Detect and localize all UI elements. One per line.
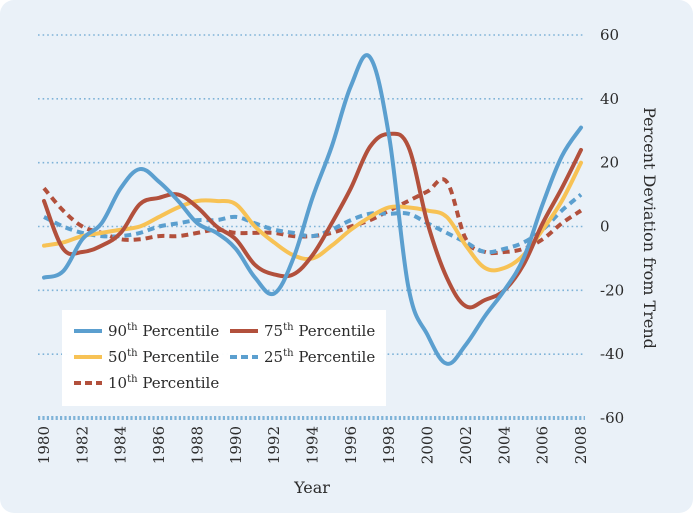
x-tick-label: 1984 (112, 426, 130, 464)
y-axis-ticks: 60 40 20 0 -20 -40 -60 (600, 26, 624, 427)
x-tick-label: 1998 (380, 426, 398, 464)
x-tick-label: 1996 (342, 426, 360, 464)
y-tick-label: 20 (600, 154, 619, 172)
legend-box (62, 310, 386, 406)
gridlines (38, 34, 585, 420)
series-line-25th-percentile (43, 193, 583, 255)
series-line-75th-percentile (42, 131, 583, 310)
legend: 90th Percentile 75th Percentile 50th Perce… (62, 310, 386, 406)
x-tick-label: 1988 (188, 426, 206, 464)
x-tick-label: 1982 (73, 426, 91, 464)
series-line-10th-percentile (42, 177, 583, 256)
x-tick-label: 1994 (304, 426, 322, 464)
legend-label-10th: 10th Percentile (108, 374, 219, 392)
y-tick-label: 40 (600, 90, 619, 108)
legend-label-50th: 50th Percentile (108, 348, 219, 366)
x-tick-label: 1990 (227, 426, 245, 464)
legend-label-90th: 90th Percentile (108, 322, 219, 340)
y-tick-label: -40 (600, 345, 624, 363)
x-tick-label: 2002 (457, 426, 475, 464)
x-tick-label: 1986 (150, 426, 168, 464)
x-tick-label: 2006 (534, 426, 552, 464)
x-tick-label: 2000 (419, 426, 437, 464)
series-lines (42, 53, 583, 366)
y-axis-label: Percent Deviation from Trend (640, 107, 659, 349)
legend-label-25th: 25th Percentile (264, 348, 375, 366)
legend-label-75th: 75th Percentile (264, 322, 375, 340)
y-tick-label: 0 (600, 218, 610, 236)
x-axis-ticks: 1980 1982 1984 1986 1988 1990 1992 1994 1996 1998… (35, 426, 590, 464)
y-tick-label: -60 (600, 409, 624, 427)
x-tick-label: 1992 (265, 426, 283, 464)
x-tick-label: 2008 (572, 426, 590, 464)
x-axis-label: Year (293, 478, 330, 497)
y-tick-label: 60 (600, 26, 619, 44)
x-tick-label: 1980 (35, 426, 53, 464)
y-tick-label: -20 (600, 281, 624, 299)
series-line-90th-percentile (42, 53, 583, 366)
x-tick-label: 2004 (495, 426, 513, 464)
